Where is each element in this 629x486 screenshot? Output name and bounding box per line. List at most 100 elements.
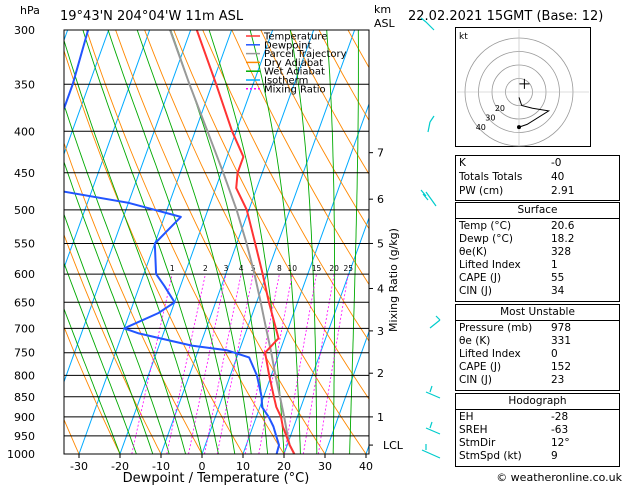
wind-barbs: [420, 17, 441, 459]
isotherm-line: [119, 30, 274, 454]
general-indices-box: K -0 Totals Totals 40 PW (cm) 2.91: [455, 155, 620, 201]
x-tick-label: 40: [359, 460, 373, 473]
isotherm-line: [283, 216, 369, 454]
hodograph-trace: [517, 78, 551, 130]
mixing-ratio-label: 15: [312, 264, 322, 273]
wet-adiabat-line: [326, 30, 336, 454]
mixing-ratio-line: [204, 274, 242, 454]
surface-row: Lifted Index 1: [459, 259, 558, 271]
wind-barb: [420, 17, 435, 31]
mixing-ratio-label: 2: [203, 264, 208, 273]
hpa-label: hPa: [20, 4, 40, 17]
isotherm-line: [160, 30, 315, 454]
parcel-trajectory-line: [169, 30, 296, 454]
km-tick-label: 3: [377, 325, 384, 338]
dry-adiabat-line: [231, 30, 369, 286]
index-row: Totals Totals 40: [459, 171, 565, 183]
mixing-ratio-label: 8: [277, 264, 282, 273]
pressure-tick-label: 650: [14, 296, 35, 309]
surface-row: Temp (°C) 20.6: [459, 220, 575, 232]
hodograph-ring-label: 30: [485, 114, 495, 123]
km-tick-label: 6: [377, 193, 384, 206]
temperature-line: [195, 30, 296, 454]
index-row: K -0: [459, 157, 562, 169]
unstable-row: CIN (J) 23: [459, 374, 565, 386]
mixing-ratio-line: [303, 274, 335, 454]
dry-adiabat-line: [289, 30, 369, 175]
mixing-ratio-label: 4: [239, 264, 244, 273]
km-axis: 1 2 3 4 5 6 7 LCL: [369, 147, 404, 452]
unstable-row: CAPE (J) 152: [459, 361, 572, 373]
mixing-ratio-line: [258, 274, 293, 454]
surface-title: Surface: [517, 204, 558, 216]
wind-barb: [420, 189, 437, 207]
isotherm-line: [324, 330, 369, 454]
mixing-ratio-label: 3: [224, 264, 229, 273]
pressure-tick-label: 500: [14, 204, 35, 217]
surface-row: θe(K) 328: [459, 246, 572, 258]
index-row: PW (cm) 2.91: [459, 185, 575, 197]
mixing-ratio-line: [131, 274, 173, 454]
wind-barb: [425, 385, 441, 399]
pressure-tick-label: 900: [14, 411, 35, 424]
x-tick-label: -30: [70, 460, 88, 473]
wind-barb: [421, 444, 441, 459]
legend-label: Parcel Trajectory: [264, 49, 347, 60]
pressure-tick-label: 400: [14, 125, 35, 138]
wet-adiabat-line: [82, 30, 219, 454]
pressure-tick-label: 1000: [7, 448, 35, 461]
pressure-tick-label: 600: [14, 268, 35, 281]
hodograph-trace-line: [518, 97, 551, 128]
hodograph-indices-box: Hodograph EH -28 SREH -63 StmDir 12° StmSpd…: [455, 393, 620, 467]
wind-barb: [427, 115, 435, 133]
dewpoint-line: [64, 30, 280, 454]
hodograph-row: EH -28: [459, 411, 569, 423]
km-tick-label: 7: [377, 147, 384, 160]
isotherm-line: [201, 30, 356, 454]
wet-adiabat-line: [64, 38, 203, 454]
datetime-text: 22.02.2021 15GMT (Base: 12): [408, 9, 603, 24]
mixing-ratio-line: [166, 274, 206, 454]
legend-label: Dewpoint: [264, 40, 312, 51]
legend-label: Wet Adiabat: [264, 67, 325, 78]
pressure-tick-label: 550: [14, 237, 35, 250]
x-tick-label: -10: [152, 460, 170, 473]
unstable-row: Lifted Index 0: [459, 348, 558, 360]
km-tick-label: 5: [377, 237, 384, 250]
pressure-tick-label: 350: [14, 78, 35, 91]
wind-barb: [429, 315, 441, 329]
legend-label: Dry Adiabat: [264, 58, 323, 69]
pressure-tick-label: 950: [14, 430, 35, 443]
hodograph-row: StmSpd (kt) 9: [459, 450, 558, 462]
dry-adiabat-line: [260, 30, 369, 230]
mixing-ratio-label: 1: [170, 264, 175, 273]
plot-frame: [63, 29, 370, 455]
hodograph-row: StmDir 12°: [459, 437, 570, 449]
location-text: 19°43'N 204°04'W 11m ASL: [60, 9, 244, 24]
credit-text: © weatheronline.co.uk: [496, 471, 622, 484]
x-axis-label: Dewpoint / Temperature (°C): [123, 471, 310, 486]
pressure-tick-label: 450: [14, 167, 35, 180]
asl-label: ASL: [374, 17, 396, 30]
dry-adiabat-line: [64, 141, 203, 454]
x-tick-label: -20: [111, 460, 129, 473]
km-label: km: [374, 3, 391, 16]
wet-adiabat-line: [136, 30, 252, 454]
pressure-tick-label: 700: [14, 322, 35, 335]
pressure-tick-label: 300: [14, 24, 35, 37]
mixing-ratio-axis-label: Mixing Ratio (g/kg): [387, 228, 400, 332]
pressure-tick-label: 750: [14, 347, 35, 360]
x-tick-label: 20: [277, 460, 291, 473]
isotherm-line: [242, 102, 369, 454]
storm-motion-marker: [519, 78, 530, 89]
wet-adiabat-line: [64, 160, 170, 454]
isotherm-line: [64, 30, 151, 270]
lcl-label: LCL: [383, 439, 404, 452]
surface-box: Surface Temp (°C) 20.6 Dewp (°C) 18.2 θe(K…: [455, 202, 620, 302]
pressure-tick-label: 850: [14, 391, 35, 404]
mixing-ratio-label: 25: [343, 264, 353, 273]
legend-label: Isotherm: [264, 76, 308, 87]
